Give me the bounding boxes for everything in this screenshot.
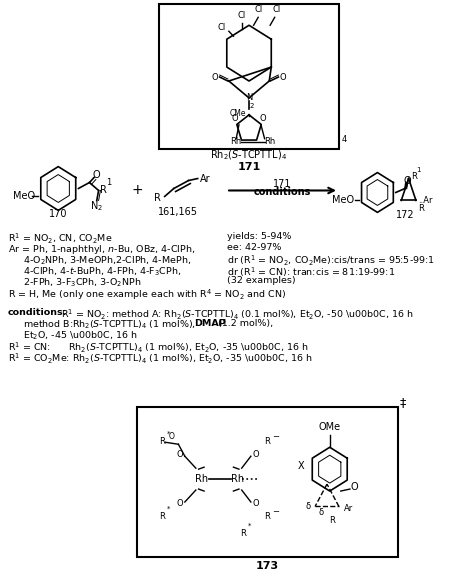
Text: O: O	[351, 482, 358, 492]
Text: yields: 5-94%: yields: 5-94%	[227, 232, 292, 241]
Text: Cl: Cl	[273, 5, 281, 14]
Text: 4: 4	[342, 135, 347, 144]
Text: MeO: MeO	[332, 195, 355, 205]
Text: O: O	[259, 114, 266, 123]
Text: 1: 1	[416, 167, 420, 173]
Bar	[159, 4, 339, 149]
Text: *: *	[166, 506, 170, 512]
Text: X: X	[298, 461, 305, 471]
Text: 173: 173	[256, 560, 279, 571]
Text: 4-ClPh, 4-$t$-BuPh, 4-FPh, 4-F$_3$CPh,: 4-ClPh, 4-$t$-BuPh, 4-FPh, 4-F$_3$CPh,	[8, 265, 181, 278]
Text: O: O	[177, 500, 183, 508]
Text: 170: 170	[49, 209, 67, 219]
Text: dr (R$^1$ = NO$_2$, CO$_2$Me):cis/trans = 95:5-99:1: dr (R$^1$ = NO$_2$, CO$_2$Me):cis/trans …	[227, 254, 435, 269]
Text: O: O	[93, 170, 100, 180]
Text: Ar: Ar	[200, 174, 210, 184]
Text: R: R	[100, 185, 107, 195]
Text: R = H, Me (only one example each with R$^4$ = NO$_2$ and CN): R = H, Me (only one example each with R$…	[8, 287, 286, 302]
Text: conditions:: conditions:	[8, 308, 67, 317]
Bar	[137, 407, 398, 557]
Text: O: O	[252, 450, 259, 459]
Text: R$^1$ = NO$_2$, CN, CO$_2$Me: R$^1$ = NO$_2$, CN, CO$_2$Me	[8, 232, 112, 246]
Text: R: R	[264, 512, 270, 521]
Text: O: O	[168, 432, 174, 441]
Text: −: −	[272, 432, 279, 441]
Text: R$^1$ = NO$_2$: method A: Rh$_2$($S$-TCPTTL)$_4$ (0.1 mol%), Et$_2$O, -50 \u00b0: R$^1$ = NO$_2$: method A: Rh$_2$($S$-TCP…	[58, 308, 414, 322]
Text: Rh: Rh	[229, 137, 241, 146]
Text: R: R	[418, 204, 424, 213]
Text: CMe: CMe	[230, 109, 246, 118]
Text: Cl: Cl	[218, 23, 226, 32]
Text: Et$_2$O, -45 \u00b0C, 16 h: Et$_2$O, -45 \u00b0C, 16 h	[8, 330, 137, 342]
Text: *: *	[248, 523, 252, 529]
Text: O: O	[252, 500, 259, 508]
Text: R: R	[411, 172, 417, 181]
Text: 171: 171	[273, 178, 292, 188]
Text: O: O	[404, 176, 411, 185]
Text: R: R	[159, 512, 165, 521]
Text: −: −	[272, 507, 279, 517]
Text: 161,165: 161,165	[157, 207, 198, 218]
Text: Cl: Cl	[237, 11, 246, 20]
Text: Rh: Rh	[231, 474, 245, 484]
Text: +: +	[131, 184, 143, 198]
Text: δ: δ	[318, 508, 323, 518]
Text: 1: 1	[106, 177, 111, 187]
Text: R: R	[241, 529, 246, 538]
Text: 4-O$_2$NPh, 3-MeOPh,2-ClPh, 4-MePh,: 4-O$_2$NPh, 3-MeOPh,2-ClPh, 4-MePh,	[8, 254, 191, 267]
Text: R$^1$ = CO$_2$Me: Rh$_2$($S$-TCPTTL)$_4$ (1 mol%), Et$_2$O, -35 \u00b0C, 16 h: R$^1$ = CO$_2$Me: Rh$_2$($S$-TCPTTL)$_4$…	[8, 352, 313, 366]
Text: dr (R$^1$ = CN): tran:cis = 81:19-99:1: dr (R$^1$ = CN): tran:cis = 81:19-99:1	[227, 265, 395, 278]
Text: method B:Rh$_2$($S$-TCPTTL)$_4$ (1 mol%),: method B:Rh$_2$($S$-TCPTTL)$_4$ (1 mol%)…	[8, 319, 197, 331]
Text: 2: 2	[249, 103, 254, 109]
Text: 171: 171	[237, 161, 261, 171]
Text: δ: δ	[305, 503, 310, 511]
Text: 2-FPh, 3-F$_3$CPh, 3-O$_2$NPh: 2-FPh, 3-F$_3$CPh, 3-O$_2$NPh	[8, 276, 141, 288]
Text: ..Ar: ..Ar	[418, 196, 432, 205]
Text: Cl: Cl	[254, 5, 262, 14]
Text: (32 examples): (32 examples)	[227, 276, 296, 285]
Text: OMe: OMe	[319, 422, 341, 432]
Text: R: R	[264, 437, 270, 446]
Text: ‡: ‡	[400, 397, 406, 410]
Text: R: R	[154, 194, 161, 204]
Text: R: R	[328, 517, 335, 525]
Text: conditions: conditions	[254, 187, 311, 198]
Text: O: O	[212, 73, 219, 81]
Text: DMAP: DMAP	[194, 319, 226, 328]
Text: N: N	[246, 94, 252, 102]
Text: ee: 42-97%: ee: 42-97%	[227, 243, 282, 252]
Text: 172: 172	[396, 211, 414, 221]
Text: (1.2 mol%),: (1.2 mol%),	[215, 319, 273, 328]
Text: Rh$_2$($S$-TCPTTL)$_4$: Rh$_2$($S$-TCPTTL)$_4$	[210, 149, 288, 163]
Text: Ar = Ph, 1-naphthyl, $n$-Bu, OBz, 4-ClPh,: Ar = Ph, 1-naphthyl, $n$-Bu, OBz, 4-ClPh…	[8, 243, 195, 256]
Text: *: *	[166, 431, 170, 436]
Text: O: O	[280, 73, 286, 81]
Text: N$_2$: N$_2$	[91, 199, 103, 214]
Text: Rh: Rh	[195, 474, 208, 484]
Text: Rh: Rh	[264, 137, 276, 146]
Text: Ar: Ar	[345, 504, 354, 514]
Text: O: O	[232, 114, 238, 123]
Text: O: O	[177, 450, 183, 459]
Text: MeO: MeO	[13, 191, 36, 201]
Text: R$^1$ = CN:      Rh$_2$($S$-TCPTTL)$_4$ (1 mol%), Et$_2$O, -35 \u00b0C, 16 h: R$^1$ = CN: Rh$_2$($S$-TCPTTL)$_4$ (1 mo…	[8, 341, 309, 355]
Text: R: R	[159, 437, 165, 446]
